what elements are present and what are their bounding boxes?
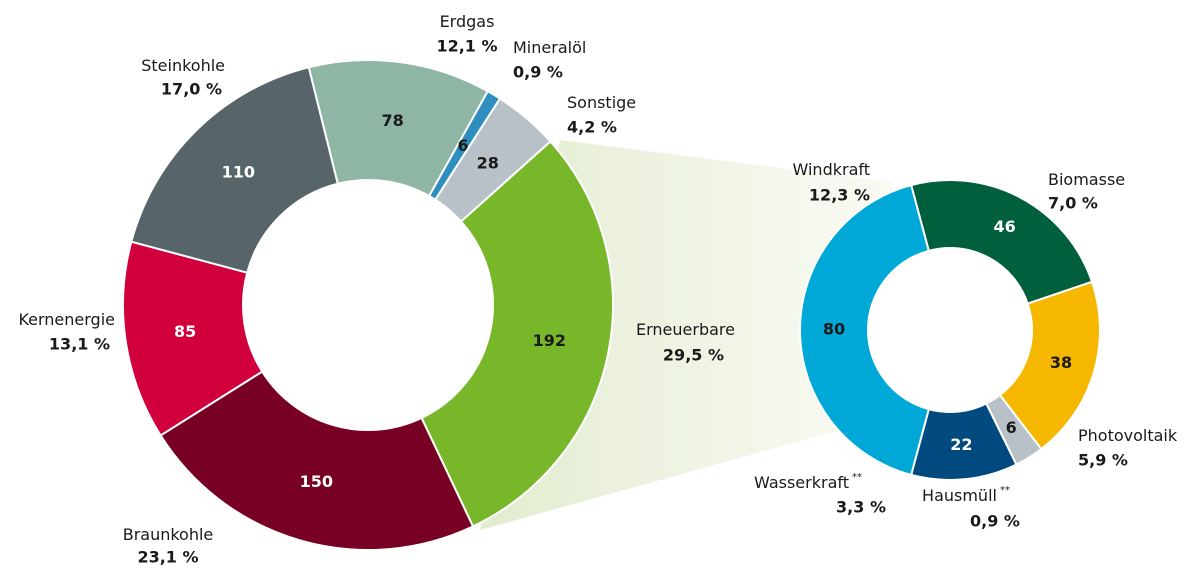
category-label: Biomasse xyxy=(1048,170,1125,189)
percent-label: 12,1 % xyxy=(436,37,497,56)
percent-label: 23,1 % xyxy=(137,548,198,567)
category-label: Photovoltaik xyxy=(1078,426,1178,445)
category-label: Braunkohle xyxy=(123,525,214,544)
donut-segment xyxy=(420,140,614,528)
percent-label: 17,0 % xyxy=(161,80,222,99)
category-label: Mineralöl xyxy=(513,38,586,57)
category-name: Steinkohle xyxy=(141,56,225,75)
donut-segment xyxy=(159,370,475,551)
value-label: 38 xyxy=(1050,353,1072,372)
category-label: Kernenergie xyxy=(18,310,115,329)
percent-label: 3,3 % xyxy=(836,498,886,517)
value-label: 85 xyxy=(174,322,196,341)
value-label: 192 xyxy=(533,331,566,350)
category-name: Sonstige xyxy=(567,93,636,112)
category-label: Hausmüll ** xyxy=(922,485,1010,505)
percent-label: 4,2 % xyxy=(567,118,617,137)
category-name: Braunkohle xyxy=(123,525,214,544)
category-name: Mineralöl xyxy=(513,38,586,57)
category-name: Kernenergie xyxy=(18,310,115,329)
value-label: 6 xyxy=(1006,418,1017,437)
category-name: Erdgas xyxy=(440,12,495,31)
category-label: Windkraft xyxy=(793,160,870,179)
category-name: Erneuerbare xyxy=(636,320,735,339)
category-name: Windkraft xyxy=(793,160,870,179)
category-label: Sonstige xyxy=(567,93,636,112)
category-label: Erneuerbare xyxy=(636,320,735,339)
donut-segment xyxy=(909,179,1094,305)
percent-label: 7,0 % xyxy=(1048,194,1098,213)
percent-label: 13,1 % xyxy=(49,335,110,354)
footnote-mark: ** xyxy=(852,472,862,483)
value-label: 150 xyxy=(300,472,333,491)
category-label: Erdgas xyxy=(440,12,495,31)
category-name: Hausmüll xyxy=(922,486,997,505)
percent-label: 12,3 % xyxy=(809,186,870,205)
donut-segment xyxy=(799,183,931,477)
donut-segment xyxy=(998,280,1101,451)
percent-label: 5,9 % xyxy=(1078,451,1128,470)
category-label: Wasserkraft ** xyxy=(754,472,862,492)
footnote-mark: ** xyxy=(1000,485,1010,496)
category-label: Steinkohle xyxy=(141,56,225,75)
value-label: 46 xyxy=(994,217,1016,236)
percent-label: 29,5 % xyxy=(663,346,724,365)
donut-segment xyxy=(130,66,339,274)
percent-label: 0,9 % xyxy=(513,63,563,82)
value-label: 110 xyxy=(222,163,255,182)
category-name: Biomasse xyxy=(1048,170,1125,189)
percent-label: 0,9 % xyxy=(970,512,1020,531)
value-label: 28 xyxy=(477,154,499,173)
value-label: 6 xyxy=(458,136,469,155)
value-label: 78 xyxy=(381,111,403,130)
category-name: Wasserkraft xyxy=(754,473,849,492)
value-label: 22 xyxy=(950,435,972,454)
category-name: Photovoltaik xyxy=(1078,426,1178,445)
value-label: 80 xyxy=(823,320,845,339)
